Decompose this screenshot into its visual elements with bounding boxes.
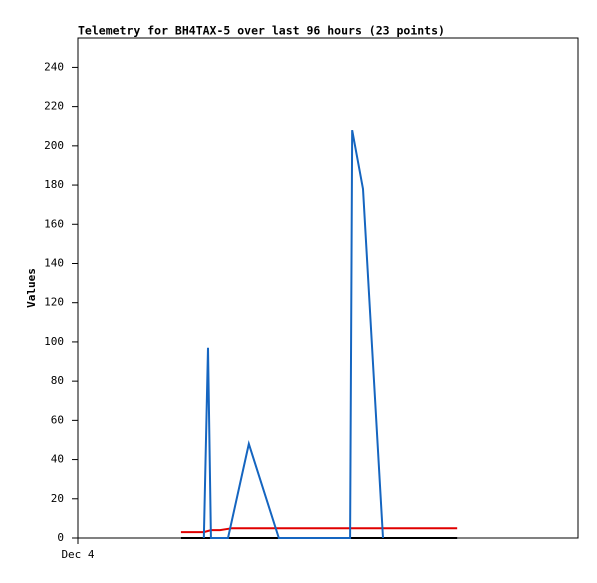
chart-title: Telemetry for BH4TAX-5 over last 96 hour… xyxy=(78,24,445,38)
y-tick-label: 240 xyxy=(44,60,64,73)
y-tick-label: 40 xyxy=(51,453,64,466)
y-axis-label: Values xyxy=(25,268,38,308)
y-tick-label: 140 xyxy=(44,256,64,269)
y-tick-label: 160 xyxy=(44,217,64,230)
y-tick-label: 120 xyxy=(44,296,64,309)
y-tick-label: 20 xyxy=(51,492,64,505)
series-line xyxy=(180,527,458,534)
y-tick-label: 100 xyxy=(44,335,64,348)
x-tick-label: Dec 4 xyxy=(61,548,94,561)
y-tick-label: 200 xyxy=(44,139,64,152)
y-tick-label: 220 xyxy=(44,100,64,113)
series-line xyxy=(202,129,384,539)
y-tick-label: 180 xyxy=(44,178,64,191)
plot-frame xyxy=(77,37,579,539)
y-tick-label: 0 xyxy=(57,531,64,544)
y-tick-label: 80 xyxy=(51,374,64,387)
y-tick-label: 60 xyxy=(51,413,64,426)
